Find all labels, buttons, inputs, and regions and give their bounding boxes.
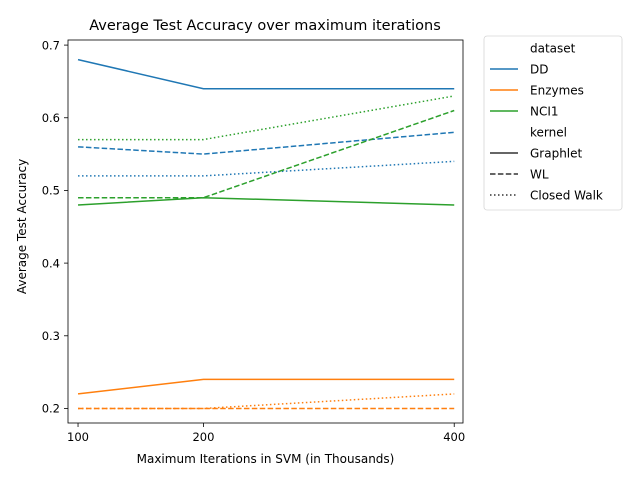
legend-label-nci1: NCI1 [530,104,559,118]
series-line-enzymes-graphlet [77,378,455,395]
legend-label-closed-walk: Closed Walk [530,188,603,202]
y-tick-label: 0.3 [42,329,60,343]
x-axis-label: Maximum Iterations in SVM (in Thousands) [137,452,395,466]
y-tick-label: 0.2 [42,402,60,416]
series-line-dd-closed-walk [78,160,455,177]
series-line-enzymes-closed-walk [78,393,455,410]
legend-heading-kernel: kernel [530,125,567,139]
x-tick-label: 200 [192,430,214,444]
y-axis-ticks: 0.2 0.3 0.4 0.5 0.6 0.7 [42,38,68,416]
x-tick-label: 100 [67,430,89,444]
chart-title: Average Test Accuracy over maximum itera… [89,18,441,34]
y-axis-label: Average Test Accuracy [15,159,29,294]
legend-heading-dataset: dataset [530,41,576,55]
legend-label-dd: DD [530,62,548,76]
x-axis-ticks: 100 200 400 [67,423,465,444]
plot-frame [67,39,464,424]
series-line-dd-graphlet [77,58,455,90]
series-line-nci1-wl [78,109,455,199]
legend-label-graphlet: Graphlet [530,146,583,160]
series-line-nci1-graphlet [77,196,455,206]
x-tick-label: 400 [443,430,465,444]
y-tick-label: 0.6 [42,111,60,125]
series-line-nci1-closed-walk [78,95,455,141]
legend-box [483,35,623,211]
y-tick-label: 0.7 [42,38,60,52]
plot-area [67,39,464,424]
y-tick-label: 0.4 [42,256,60,270]
y-tick-label: 0.5 [42,184,60,198]
series-line-dd-wl [77,131,455,155]
legend: dataset DD Enzymes NCI1 kernel Graphlet WL Clos… [483,35,623,211]
legend-label-enzymes: Enzymes [530,83,584,97]
legend-label-wl: WL [530,167,549,181]
